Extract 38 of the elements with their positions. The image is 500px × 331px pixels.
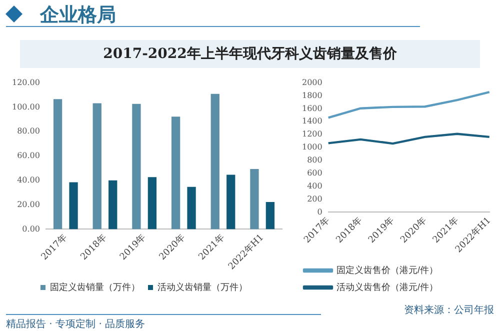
y-tick-label: 600 [307, 168, 322, 178]
y-tick-label: 0 [317, 207, 322, 216]
y-tick-label: 0.00 [22, 224, 40, 234]
y-tick-label: 40.00 [17, 175, 40, 184]
text: 精品报告 · 专项定制 · 品质服务 [6, 318, 146, 331]
bar [132, 104, 141, 230]
bar [108, 180, 118, 230]
y-tick-label: 1400 [302, 116, 322, 126]
bar [92, 103, 102, 230]
y-tick-label: 1800 [302, 90, 322, 100]
chart-subtitle: 企业格局 [40, 3, 116, 28]
y-tick-label: 200 [307, 194, 322, 204]
y-tick-label: 20.00 [17, 200, 40, 209]
y-tick-label: 1600 [302, 104, 322, 113]
y-tick-label: 1200 [302, 130, 322, 139]
bar [210, 94, 220, 230]
bar [69, 182, 78, 230]
y-tick-label: 100.00 [12, 102, 40, 112]
bar [53, 99, 62, 230]
bar [187, 186, 196, 230]
y-tick-label: 1000 [302, 142, 322, 152]
legend-label: 固定义齿销量（万件） [50, 282, 140, 292]
y-tick-label: 120.00 [12, 78, 40, 87]
legend-label: 固定义齿售价（港元/件） [336, 264, 438, 275]
text: 资料来源：公司年报 [404, 304, 494, 317]
y-tick-label: 800 [307, 156, 322, 165]
y-tick-label: 60.00 [17, 151, 40, 160]
bar [171, 116, 180, 230]
chart-title: 2017-2022年上半年现代牙科义齿销量及售价 [20, 40, 480, 68]
y-tick-label: 80.00 [17, 126, 40, 136]
y-tick-label: 2000 [302, 78, 322, 87]
bar [226, 174, 236, 230]
y-tick-label: 400 [307, 181, 322, 190]
legend-label: 活动义齿售价（港元/件） [336, 282, 438, 292]
bar [266, 202, 275, 230]
legend-label: 活动义齿销量（万件） [158, 282, 248, 292]
bar [148, 177, 157, 230]
bar [250, 169, 259, 230]
